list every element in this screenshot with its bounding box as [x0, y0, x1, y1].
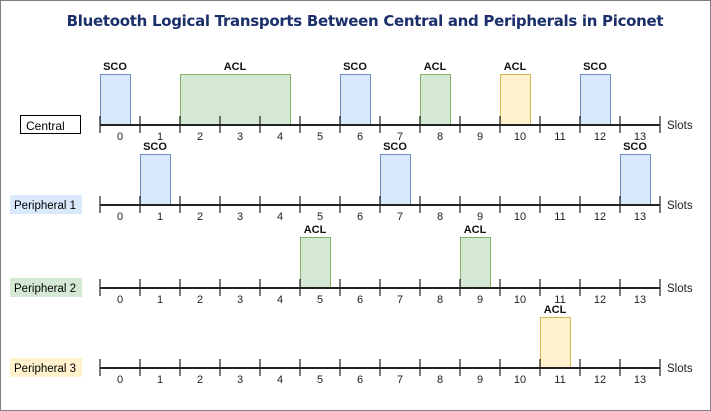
slot-number: 3: [237, 131, 243, 143]
row-label: Peripheral 3: [14, 363, 76, 375]
row-label: Central: [26, 119, 65, 133]
slot-number: 1: [157, 211, 163, 223]
axis-label-slots: Slots: [667, 120, 693, 132]
packet-label: SCO: [343, 61, 367, 73]
slot-number: 11: [554, 131, 565, 143]
slot-number: 12: [594, 211, 606, 223]
slot-number: 3: [237, 211, 243, 223]
packet-sco: [380, 154, 411, 205]
slot-number: 13: [634, 131, 646, 143]
slot-number: 9: [477, 131, 483, 143]
slot-number: 8: [437, 131, 443, 143]
slot-number: 4: [277, 131, 283, 143]
slot-number: 9: [477, 294, 483, 306]
diagram-title: Bluetooth Logical Transports Between Cen…: [66, 12, 664, 30]
slot-number: 5: [317, 374, 323, 386]
slot-number: 0: [117, 211, 123, 223]
packet-label: SCO: [143, 141, 167, 153]
packet-label: ACL: [224, 61, 247, 73]
slot-number: 13: [634, 374, 646, 386]
packet-label: ACL: [424, 61, 447, 73]
slot-number: 7: [397, 131, 403, 143]
packet-acl: [540, 317, 571, 368]
slot-number: 12: [594, 131, 606, 143]
packet-acl: [420, 74, 451, 125]
axis-label-slots: Slots: [667, 283, 693, 295]
slot-number: 10: [514, 374, 526, 386]
slot-number: 11: [554, 374, 565, 386]
axis-label-slots: Slots: [667, 200, 693, 212]
slot-number: 5: [317, 131, 323, 143]
slot-number: 6: [357, 294, 363, 306]
packet-label: ACL: [544, 304, 567, 316]
slot-number: 4: [277, 211, 283, 223]
row-label-box: [20, 115, 81, 134]
packet-acl: [300, 237, 331, 288]
slot-number: 11: [554, 294, 565, 306]
packet-label: ACL: [504, 61, 527, 73]
slot-number: 3: [237, 374, 243, 386]
row-label-box: [10, 195, 82, 214]
slot-number: 7: [397, 211, 403, 223]
slot-number: 4: [277, 374, 283, 386]
slot-number: 0: [117, 131, 123, 143]
slot-number: 9: [477, 374, 483, 386]
slot-number: 12: [594, 294, 606, 306]
slot-number: 6: [357, 374, 363, 386]
packet-label: SCO: [383, 141, 407, 153]
slot-number: 2: [197, 211, 203, 223]
slot-number: 2: [197, 294, 203, 306]
slot-number: 0: [117, 294, 123, 306]
slot-number: 12: [594, 374, 606, 386]
packet-label: SCO: [103, 61, 127, 73]
packet-sco: [340, 74, 371, 125]
packet-label: ACL: [464, 224, 487, 236]
row-label-box: [10, 278, 82, 297]
slot-number: 8: [437, 211, 443, 223]
packet-sco: [140, 154, 171, 205]
slot-number: 13: [634, 211, 646, 223]
slot-number: 9: [477, 211, 483, 223]
packet-sco: [620, 154, 651, 205]
packet-label: SCO: [623, 141, 647, 153]
row-label: Peripheral 1: [14, 200, 76, 212]
slot-number: 8: [437, 294, 443, 306]
slot-number: 0: [117, 374, 123, 386]
slot-number: 8: [437, 374, 443, 386]
row-label-box: [10, 358, 82, 377]
slot-number: 10: [514, 131, 526, 143]
slot-number: 13: [634, 294, 646, 306]
packet-acl: [180, 74, 291, 125]
packet-sco: [580, 74, 611, 125]
slot-number: 10: [514, 211, 526, 223]
slot-number: 7: [397, 374, 403, 386]
slot-number: 1: [157, 374, 163, 386]
slot-number: 1: [157, 131, 163, 143]
slot-number: 5: [317, 294, 323, 306]
axis-label-slots: Slots: [667, 363, 693, 375]
packet-acl: [500, 74, 531, 125]
packet-label: ACL: [304, 224, 327, 236]
slot-number: 2: [197, 374, 203, 386]
row-label: Peripheral 2: [14, 283, 76, 295]
slot-number: 10: [514, 294, 526, 306]
slot-number: 4: [277, 294, 283, 306]
slot-number: 2: [197, 131, 203, 143]
packet-sco: [100, 74, 131, 125]
slot-number: 6: [357, 131, 363, 143]
slot-number: 1: [157, 294, 163, 306]
slot-number: 7: [397, 294, 403, 306]
packet-acl: [460, 237, 491, 288]
slot-number: 11: [554, 211, 565, 223]
slot-number: 3: [237, 294, 243, 306]
slot-number: 5: [317, 211, 323, 223]
packet-label: SCO: [583, 61, 607, 73]
slot-number: 6: [357, 211, 363, 223]
